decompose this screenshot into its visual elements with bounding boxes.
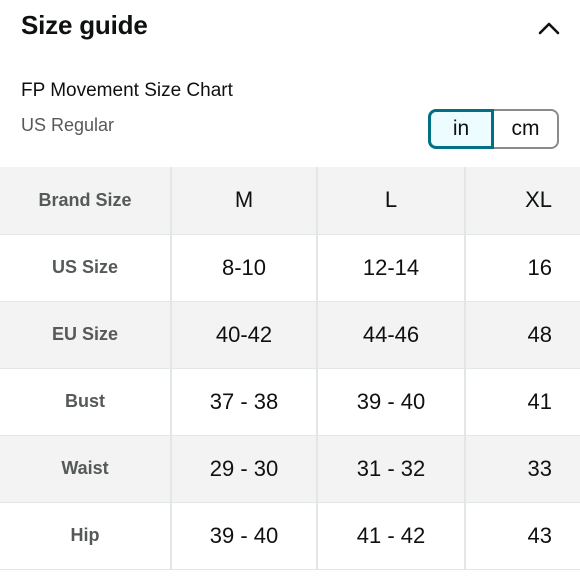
size-table: Brand Size M L XL US Size 8-10 12-14 16 … — [0, 167, 580, 570]
row-header: US Size — [0, 234, 172, 302]
chevron-up-icon[interactable] — [536, 18, 562, 38]
table-cell: 31 - 32 — [317, 435, 466, 503]
table-cell: 48 — [465, 301, 580, 369]
table-cell: 44-46 — [317, 301, 466, 369]
table-row: EU Size 40-42 44-46 48 — [0, 301, 580, 369]
table-cell: 37 - 38 — [171, 368, 318, 436]
row-header: Hip — [0, 502, 172, 570]
table-row: Waist 29 - 30 31 - 32 33 — [0, 435, 580, 503]
unit-toggle: in cm — [428, 109, 559, 149]
table-cell: 43 — [465, 502, 580, 570]
table-header-row: Brand Size M L XL — [0, 167, 580, 235]
table-cell: 39 - 40 — [317, 368, 466, 436]
table-cell: 39 - 40 — [171, 502, 318, 570]
row-header: Waist — [0, 435, 172, 503]
unit-inches-button[interactable]: in — [428, 109, 494, 149]
table-cell: 41 — [465, 368, 580, 436]
size-region-label: US Regular — [21, 115, 115, 135]
column-header: M — [171, 167, 318, 235]
column-header: XL — [465, 167, 580, 235]
size-chart-name: FP Movement Size Chart — [21, 80, 233, 101]
size-guide-header[interactable]: Size guide — [0, 0, 580, 58]
table-cell: 8-10 — [171, 234, 318, 302]
table-cell: 33 — [465, 435, 580, 503]
column-header: L — [317, 167, 466, 235]
unit-centimeters-button[interactable]: cm — [493, 109, 559, 149]
row-header: Brand Size — [0, 167, 172, 235]
table-row: US Size 8-10 12-14 16 — [0, 234, 580, 302]
table-cell: 41 - 42 — [317, 502, 466, 570]
table-cell: 12-14 — [317, 234, 466, 302]
table-cell: 29 - 30 — [171, 435, 318, 503]
table-cell: 40-42 — [171, 301, 318, 369]
table-cell: 16 — [465, 234, 580, 302]
table-row: Hip 39 - 40 41 - 42 43 — [0, 502, 580, 570]
table-row: Bust 37 - 38 39 - 40 41 — [0, 368, 580, 436]
row-header: EU Size — [0, 301, 172, 369]
row-header: Bust — [0, 368, 172, 436]
page-title: Size guide — [21, 10, 148, 40]
